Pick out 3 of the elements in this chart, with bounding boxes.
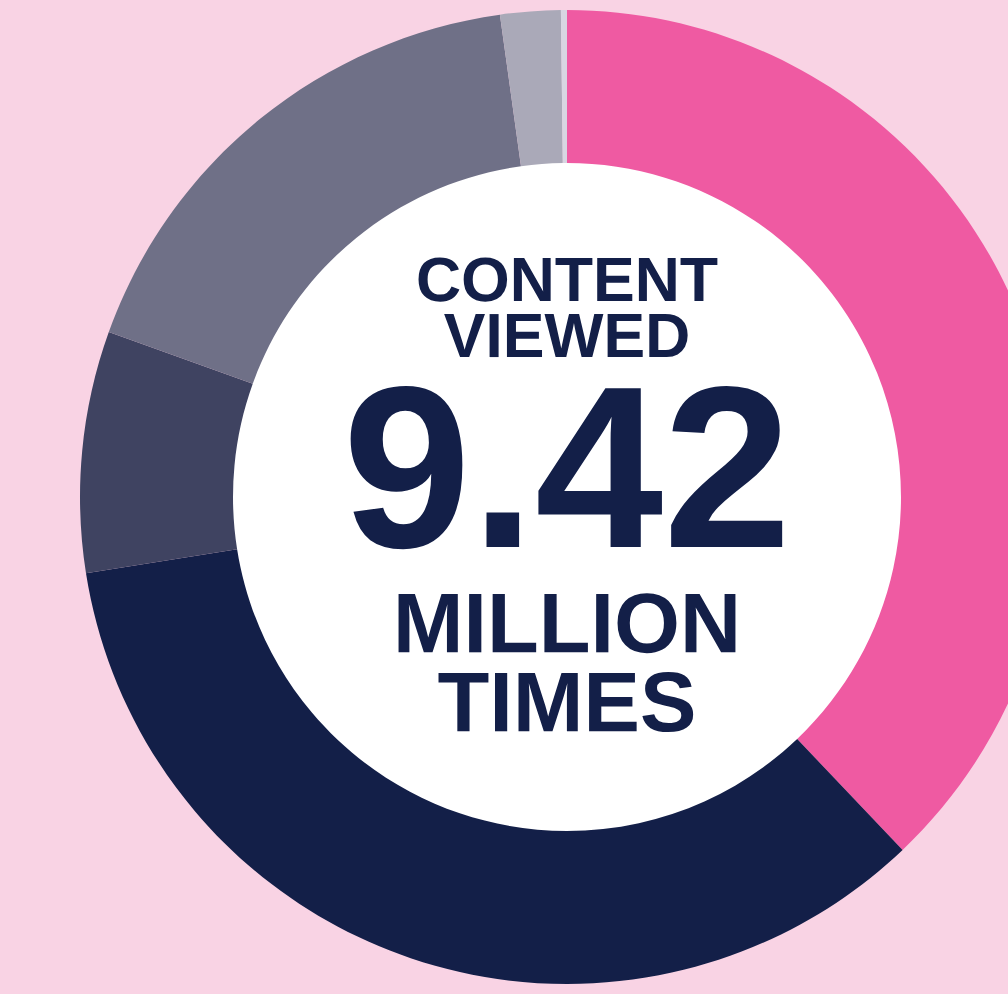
text: CONTENT VIEWED [418, 257, 718, 358]
text: MILLION TIMES [398, 593, 736, 733]
text: 9.42 [350, 385, 783, 550]
